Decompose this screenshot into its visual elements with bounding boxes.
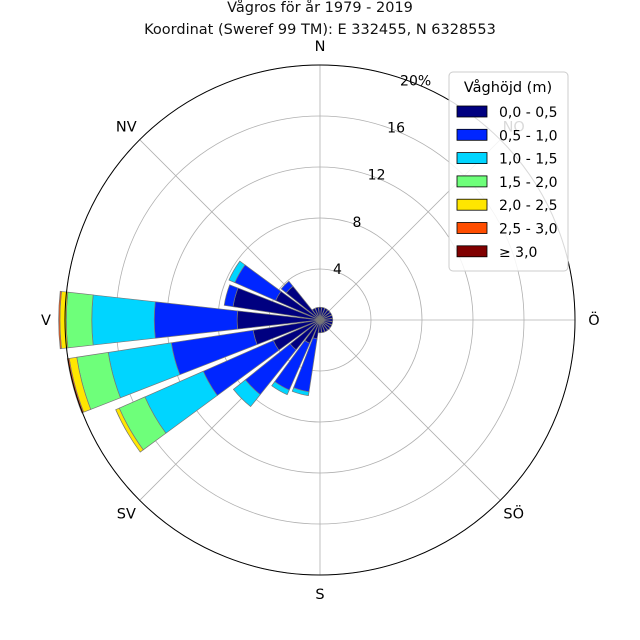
legend-frame <box>448 71 569 272</box>
rose-bar-segment <box>319 307 329 321</box>
radial-tick-label: 16 <box>387 121 405 137</box>
rose-bar-segment <box>291 387 310 397</box>
legend-swatch <box>456 128 488 141</box>
legend-label: 1,5 - 2,0 <box>499 175 557 191</box>
direction-label: V <box>41 313 51 329</box>
legend-label: 2,0 - 2,5 <box>499 198 557 214</box>
radial-tick-label: 4 <box>333 262 342 278</box>
rose-bar-segment <box>318 319 322 334</box>
rose-bar-segment <box>319 309 331 321</box>
direction-label: NV <box>116 119 137 135</box>
rose-bar-segment <box>58 290 62 350</box>
grid-spoke <box>319 319 501 501</box>
rose-bars <box>58 260 334 453</box>
legend-label: 1,0 - 1,5 <box>499 152 557 168</box>
rose-bar-segment <box>115 407 144 453</box>
legend-label: 0,0 - 0,5 <box>499 105 557 121</box>
rose-bar-segment <box>314 307 321 321</box>
radial-tick-labels: 4 8 12 16 20% <box>333 73 431 278</box>
rose-bar-segment <box>319 314 333 321</box>
rose-bar-segment <box>228 260 246 284</box>
rose-bar-segment <box>319 319 326 333</box>
direction-labels: NNOÖSÖSSVVNV <box>41 39 600 603</box>
rose-bar-segment <box>319 319 333 329</box>
direction-label: Ö <box>588 311 599 329</box>
rose-bar-segment <box>66 357 85 414</box>
legend-label: ≥ 3,0 <box>499 245 537 261</box>
rose-bar-segment <box>271 381 290 396</box>
rose-bar-segment <box>223 284 239 308</box>
rose-bar-segment <box>311 307 321 321</box>
direction-label: SÖ <box>503 505 524 523</box>
legend-swatch <box>456 198 488 211</box>
radial-tick-label: 20% <box>400 73 431 89</box>
rose-bar-segment <box>232 379 261 408</box>
rose-bar-segment <box>65 291 94 349</box>
direction-label: SV <box>117 507 136 523</box>
legend-swatch <box>456 222 488 234</box>
legend-title: Våghöjd (m) <box>464 79 552 96</box>
legend-swatch <box>456 175 488 188</box>
outer-circle <box>64 64 576 576</box>
chart-subtitle: Koordinat (Sweref 99 TM): E 332455, N 63… <box>144 22 496 38</box>
radial-tick-label: 12 <box>368 168 386 184</box>
rose-bar-segment <box>91 294 156 346</box>
legend-items: 0,0 - 0,5 0,5 - 1,0 1,0 - 1,5 1,5 - 2,0 2,0 … <box>456 105 557 261</box>
legend-label: 2,5 - 3,0 <box>499 222 557 238</box>
rose-bar-segment <box>280 280 294 294</box>
rose-bar-segment <box>319 318 334 322</box>
rose-bar-segment <box>59 291 69 349</box>
rose-bar-segment <box>319 319 331 331</box>
legend-swatch <box>456 152 488 165</box>
rose-bar-segment <box>319 311 333 321</box>
direction-label: N <box>315 39 326 55</box>
direction-label: S <box>315 587 324 603</box>
legend-label: 0,5 - 1,0 <box>499 128 557 144</box>
polar-frame <box>64 64 576 576</box>
legend: Våghöjd (m) 0,0 - 0,5 0,5 - 1,0 1,0 - 1,5 1… <box>448 71 569 272</box>
rose-bar-segment <box>318 306 322 321</box>
legend-swatch <box>456 105 488 118</box>
rose-bar-segment <box>319 319 329 333</box>
legend-swatch <box>456 245 488 258</box>
radial-tick-label: 8 <box>353 215 362 231</box>
rose-bar-segment <box>153 301 239 339</box>
chart-title: Vågros för år 1979 - 2019 <box>227 0 413 16</box>
